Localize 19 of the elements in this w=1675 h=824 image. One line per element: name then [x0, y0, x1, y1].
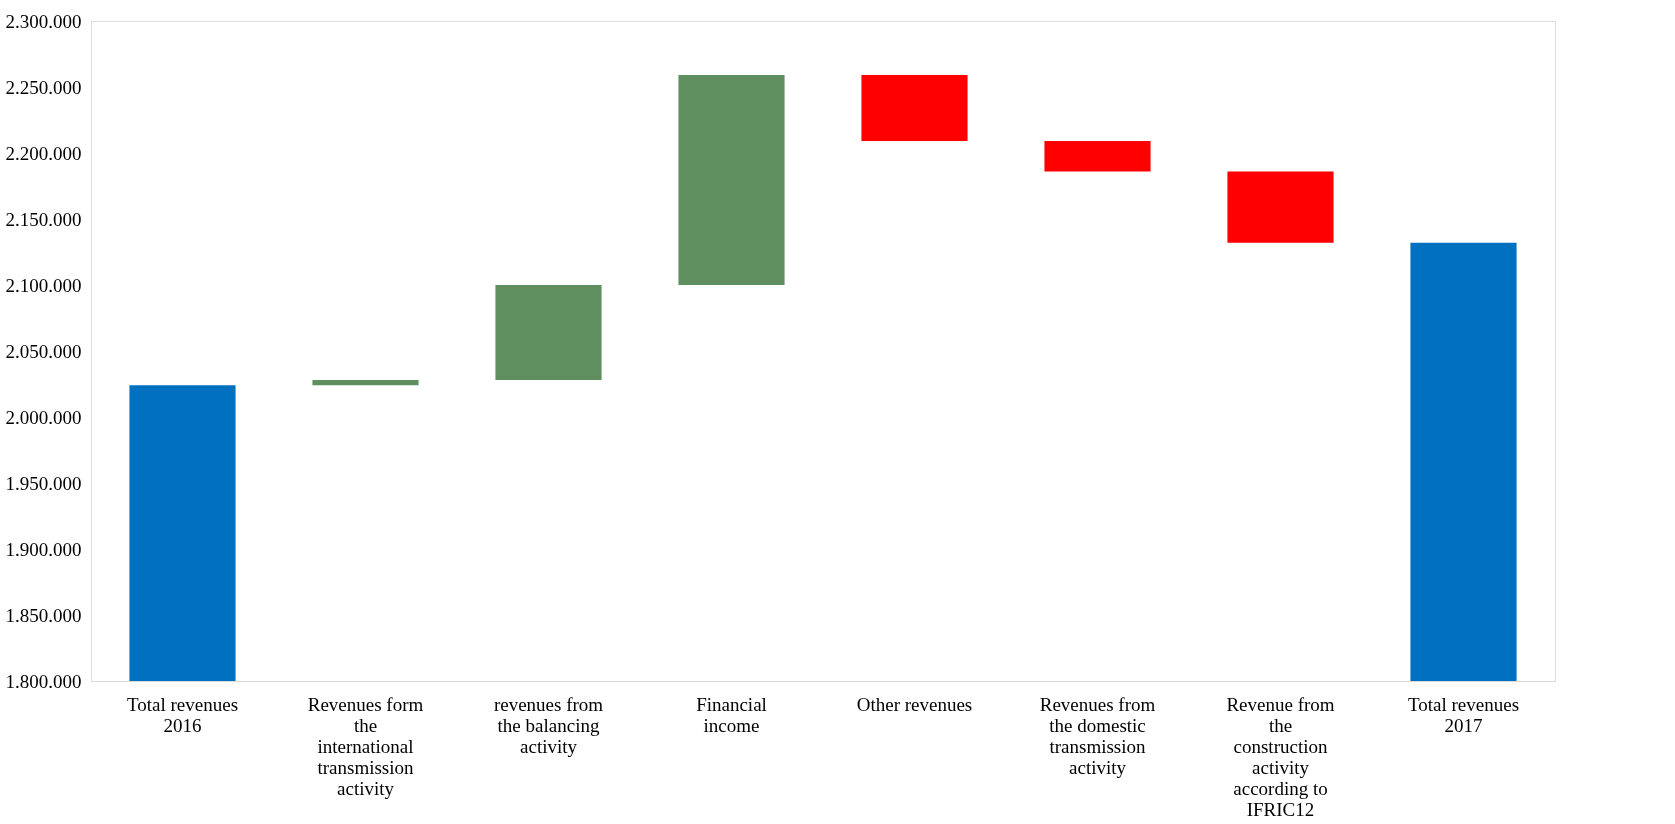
- x-tick-label: Other revenues: [856, 693, 973, 715]
- y-tick-label: 1.950.000: [5, 472, 82, 494]
- x-tick-label: Total revenues 2017: [1407, 693, 1520, 736]
- y-tick-label: 1.850.000: [5, 604, 82, 626]
- y-tick-label: 2.250.000: [5, 76, 82, 98]
- y-tick-label: 2.050.000: [5, 340, 82, 362]
- y-tick-label: 1.800.000: [5, 670, 82, 692]
- y-tick-label: 2.100.000: [5, 274, 82, 296]
- x-tick-label: Total revenues 2016: [126, 693, 239, 736]
- y-tick-label: 2.150.000: [5, 208, 82, 230]
- y-tick-label: 1.900.000: [5, 538, 82, 560]
- x-tick-label: Financial income: [696, 693, 767, 736]
- y-tick-label: 2.300.000: [5, 10, 82, 32]
- x-tick-label: Revenues form the international transmission activity: [307, 693, 424, 799]
- x-tick-label: Revenues from the domestic transmission activity: [1039, 693, 1156, 778]
- x-tick-label: revenues from the balancing activity: [493, 693, 604, 757]
- y-tick-label: 2.000.000: [5, 406, 82, 428]
- y-tick-label: 2.200.000: [5, 142, 82, 164]
- x-tick-label: Revenue from the construction activity according to IFRIC12: [1226, 693, 1335, 820]
